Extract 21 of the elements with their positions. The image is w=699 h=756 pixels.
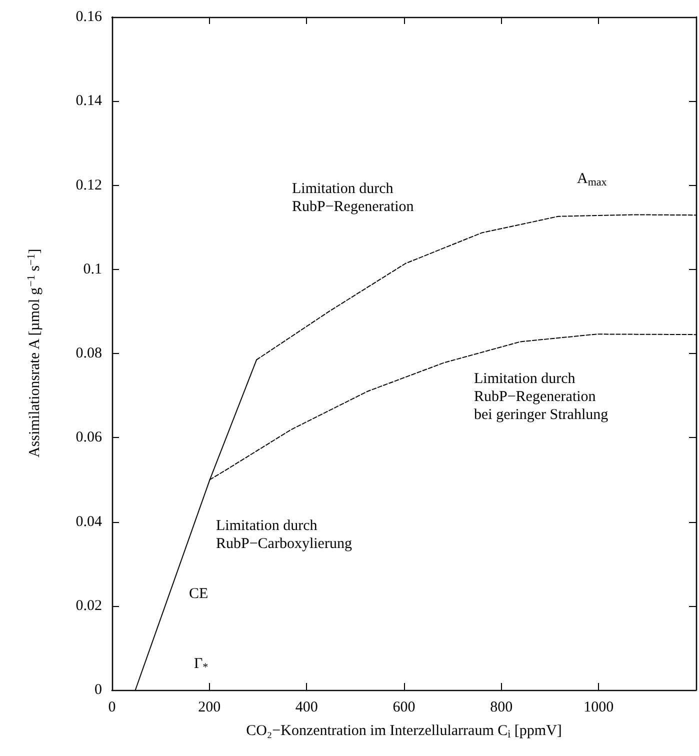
x-tick-label: 1000: [584, 700, 614, 716]
y-tick-label: 0: [94, 682, 102, 698]
x-tick-label: 800: [490, 700, 513, 716]
y-tick-label: 0.14: [76, 93, 102, 110]
y-tick-label: 0.04: [76, 514, 102, 530]
y-tick-label: 0.06: [76, 430, 102, 446]
x-tick-label: 600: [392, 700, 416, 716]
x-tick-label: 400: [295, 700, 318, 716]
y-tick-label: 0.08: [76, 346, 102, 362]
y-axis-title: Assimilationsrate A [µmol g−1 s−1]: [26, 248, 43, 458]
x-tick-label: 200: [198, 700, 221, 716]
y-tick-label: 0.12: [76, 177, 102, 194]
y-tick-label: 0.16: [76, 9, 102, 25]
annotation: Limitation durch RubP−Carboxylierung: [216, 518, 352, 552]
annotation: CE: [189, 586, 208, 602]
y-tick-label: 0.02: [76, 598, 102, 614]
x-tick-label: 0: [108, 700, 116, 716]
annotation: Γ*: [194, 656, 208, 674]
annotation: Limitation durch RubP−Regeneration bei geringer Strahlung: [474, 371, 609, 423]
annotation: Limitation durch RubP−Regeneration: [292, 181, 414, 215]
y-tick-label: 0.1: [83, 261, 102, 278]
